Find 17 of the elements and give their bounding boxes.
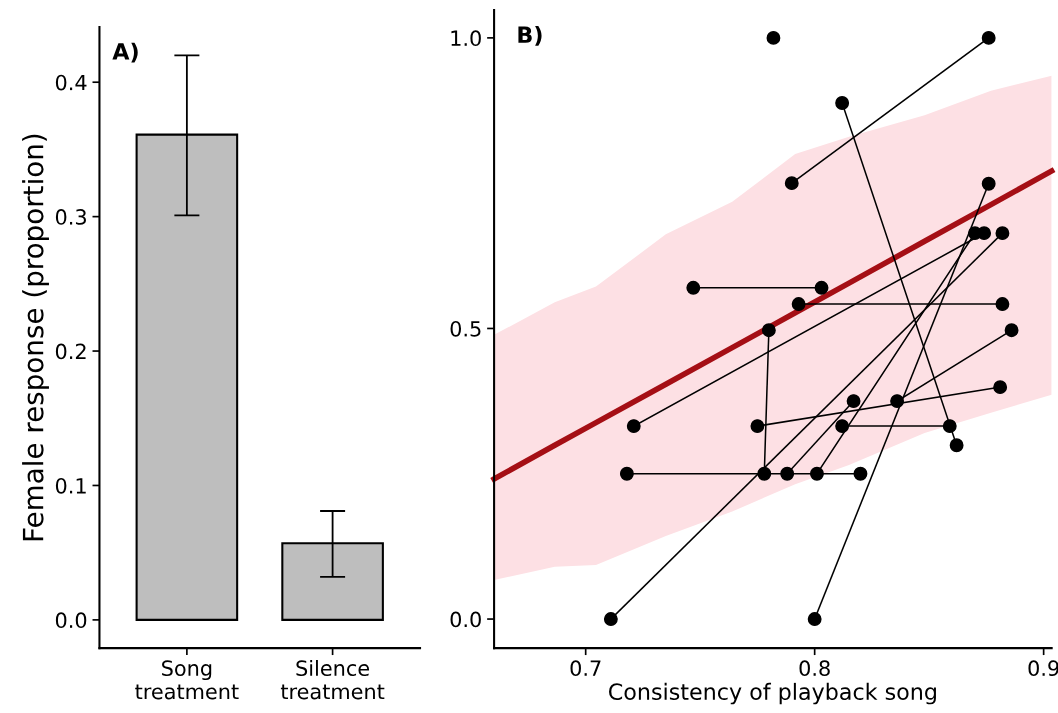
y-tick-label: 0.2 xyxy=(55,343,86,360)
y-tick-label: 0.0 xyxy=(55,612,87,629)
y-axis-title: Female response (proportion) xyxy=(22,134,49,541)
y-tick-label: 0.4 xyxy=(55,74,87,91)
x-tick-label: 0.8 xyxy=(799,660,830,677)
x-tick-label: 0.9 xyxy=(1028,660,1058,677)
x-tick-label: 0.7 xyxy=(570,660,601,677)
y-tick-label: 0.5 xyxy=(450,320,481,337)
annotation: A) xyxy=(112,42,138,63)
y-tick-label: 0.0 xyxy=(450,611,481,628)
annotation: B) xyxy=(518,25,542,46)
x-tick-label: Silence treatment xyxy=(280,659,385,700)
y-tick-label: 0.1 xyxy=(55,477,86,494)
y-tick-label: 1.0 xyxy=(451,30,481,47)
x-axis-title: Consistency of playback song xyxy=(609,682,936,705)
y-tick-label: 0.3 xyxy=(55,209,86,225)
x-tick-label: Song treatment xyxy=(135,660,239,700)
